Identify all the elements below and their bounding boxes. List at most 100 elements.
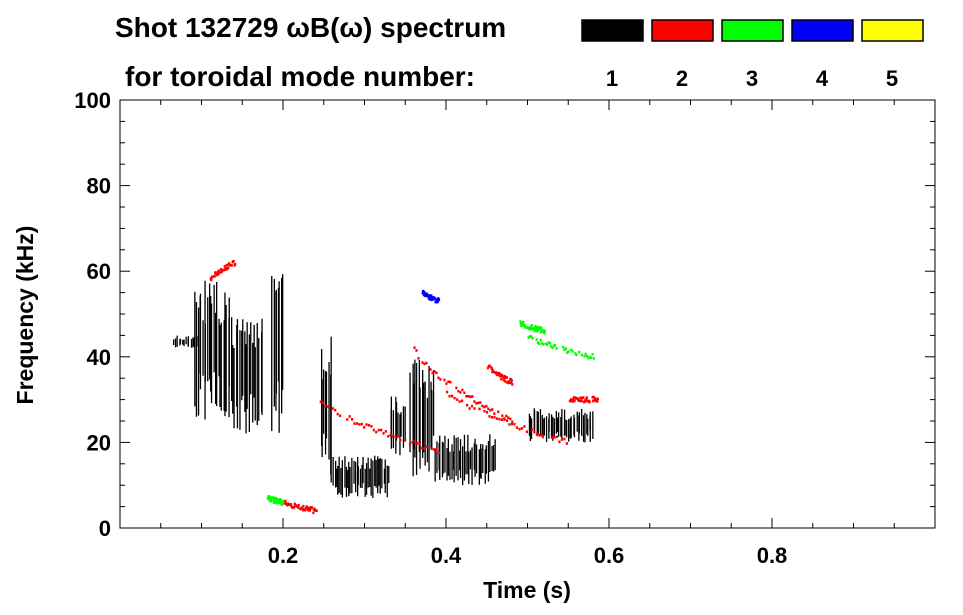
data-mark bbox=[370, 458, 372, 496]
data-mark bbox=[488, 364, 491, 368]
data-mark bbox=[564, 419, 566, 436]
data-mark bbox=[297, 506, 300, 509]
data-mark bbox=[204, 323, 206, 382]
data-mark bbox=[392, 434, 395, 438]
data-mark bbox=[380, 428, 383, 432]
data-mark bbox=[183, 339, 185, 347]
data-mark bbox=[566, 351, 569, 354]
data-mark bbox=[480, 448, 482, 479]
data-mark bbox=[241, 330, 243, 401]
data-mark bbox=[252, 342, 254, 423]
data-mark bbox=[539, 409, 542, 436]
data-mark bbox=[261, 318, 263, 415]
data-mark bbox=[574, 396, 577, 399]
data-mark bbox=[540, 326, 543, 330]
data-mark bbox=[397, 412, 399, 438]
data-mark bbox=[228, 262, 231, 265]
data-mark bbox=[462, 446, 464, 486]
data-mark bbox=[485, 404, 488, 408]
data-mark bbox=[434, 449, 436, 482]
data-mark bbox=[465, 395, 468, 398]
data-mark bbox=[445, 382, 448, 385]
data-mark bbox=[513, 422, 516, 426]
data-mark bbox=[541, 414, 543, 436]
data-mark bbox=[216, 282, 218, 407]
data-mark bbox=[362, 456, 364, 484]
data-mark bbox=[453, 396, 456, 400]
data-mark bbox=[190, 338, 193, 348]
data-mark bbox=[353, 422, 356, 425]
data-mark bbox=[585, 398, 588, 401]
data-mark bbox=[359, 468, 362, 488]
data-mark bbox=[387, 435, 390, 438]
data-mark bbox=[489, 409, 492, 412]
data-mark bbox=[578, 399, 581, 403]
data-mark bbox=[475, 444, 478, 474]
data-mark bbox=[550, 436, 553, 439]
data-mark bbox=[446, 390, 449, 394]
data-mark bbox=[434, 300, 437, 304]
data-mark bbox=[305, 506, 308, 510]
data-mark bbox=[501, 414, 504, 417]
data-mark bbox=[589, 411, 591, 442]
data-mark bbox=[537, 328, 540, 331]
data-mark bbox=[555, 347, 558, 350]
y-tick-label: 60 bbox=[87, 259, 111, 284]
data-mark bbox=[528, 413, 531, 436]
data-mark bbox=[413, 383, 415, 450]
data-mark bbox=[473, 407, 476, 410]
data-mark bbox=[392, 410, 394, 448]
data-mark bbox=[505, 419, 509, 422]
data-mark bbox=[529, 325, 532, 329]
data-mark bbox=[596, 400, 599, 403]
data-mark bbox=[176, 335, 178, 347]
data-mark bbox=[256, 323, 258, 426]
data-mark bbox=[490, 416, 494, 419]
data-mark bbox=[377, 456, 379, 494]
data-mark bbox=[304, 508, 307, 512]
data-mark bbox=[413, 439, 416, 443]
data-mark bbox=[488, 415, 491, 418]
data-mark bbox=[540, 434, 543, 437]
x-tick-label: 0.4 bbox=[431, 543, 462, 568]
data-mark bbox=[493, 412, 496, 415]
data-mark bbox=[536, 341, 539, 345]
data-mark bbox=[384, 459, 386, 493]
data-mark bbox=[275, 497, 278, 500]
data-mark bbox=[322, 401, 325, 405]
data-mark bbox=[551, 346, 554, 350]
data-mark bbox=[482, 444, 484, 473]
data-mark bbox=[573, 417, 576, 438]
data-mark bbox=[587, 356, 590, 360]
data-mark bbox=[437, 451, 441, 455]
data-mark bbox=[543, 329, 546, 333]
data-mark bbox=[433, 370, 436, 373]
data-mark bbox=[258, 338, 260, 421]
data-mark bbox=[228, 297, 230, 387]
data-mark bbox=[536, 411, 538, 437]
data-mark bbox=[224, 292, 226, 417]
data-mark bbox=[337, 465, 339, 495]
data-mark bbox=[459, 391, 462, 394]
data-mark bbox=[219, 325, 221, 407]
data-mark bbox=[572, 397, 575, 401]
data-mark bbox=[394, 435, 397, 439]
legend-swatch bbox=[861, 19, 924, 42]
data-mark bbox=[434, 297, 437, 301]
data-mark bbox=[542, 418, 544, 439]
data-mark bbox=[568, 419, 570, 442]
data-mark bbox=[539, 338, 542, 342]
data-mark bbox=[531, 337, 534, 340]
data-mark bbox=[510, 379, 513, 382]
data-mark bbox=[579, 396, 582, 399]
data-mark bbox=[423, 382, 425, 453]
y-tick-label: 40 bbox=[87, 345, 111, 370]
data-mark bbox=[437, 297, 441, 301]
data-mark bbox=[453, 435, 455, 483]
data-mark bbox=[221, 268, 224, 272]
data-mark bbox=[587, 418, 589, 436]
data-mark bbox=[448, 394, 451, 398]
data-mark bbox=[351, 418, 354, 421]
data-mark bbox=[281, 277, 283, 414]
x-tick-label: 0.8 bbox=[757, 543, 788, 568]
